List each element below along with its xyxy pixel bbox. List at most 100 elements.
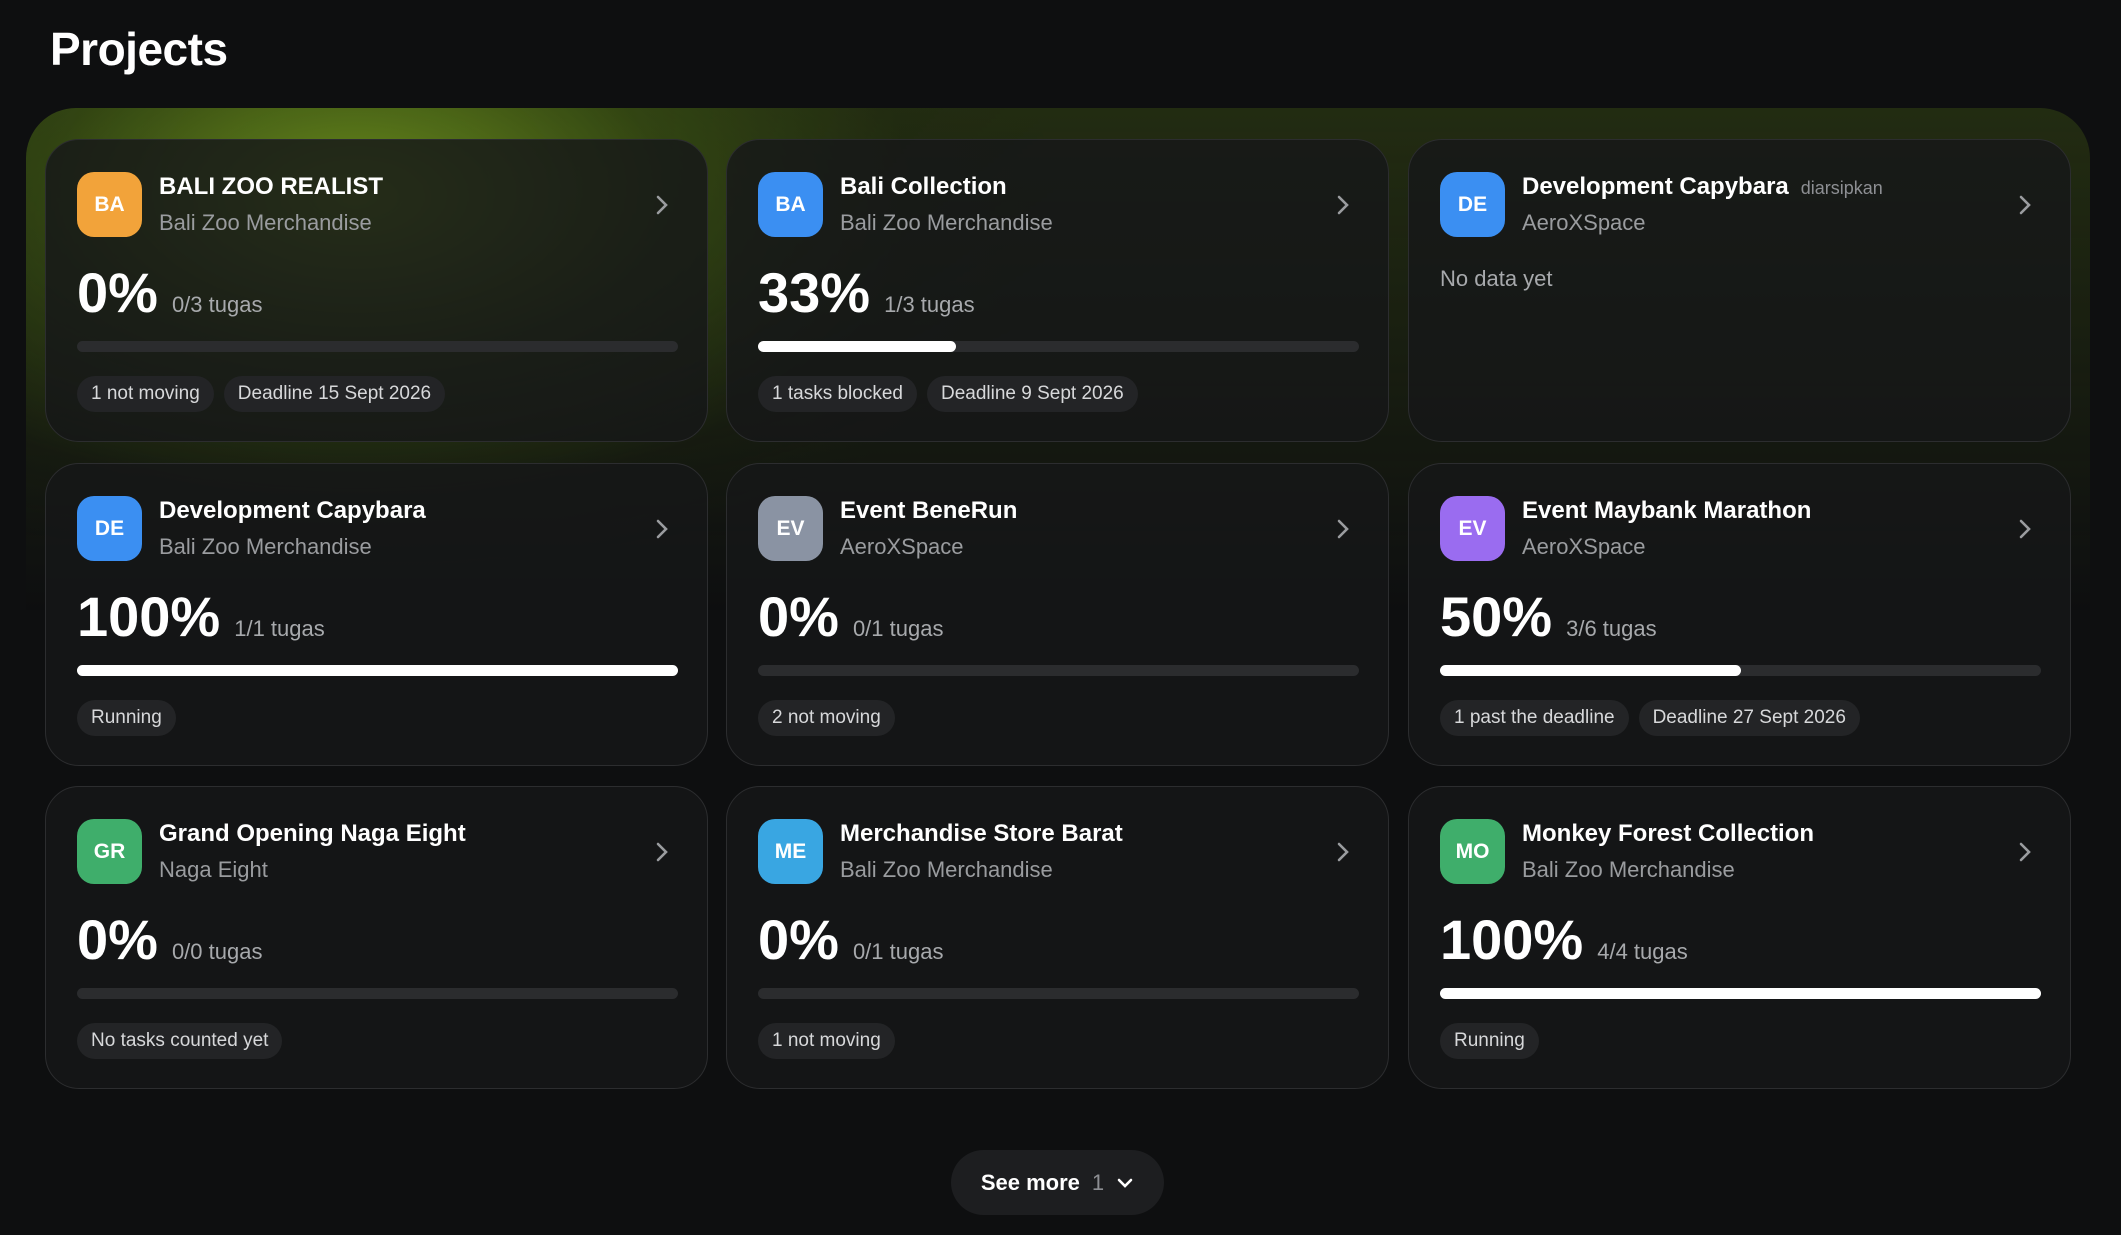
project-avatar: EV [1440,496,1505,561]
progress-percent: 100% 4/4 tugas [1440,907,1688,972]
project-name: BALI ZOO REALIST [159,173,383,201]
progress-fill [77,665,678,676]
progress-track [77,341,678,352]
progress-percent: 0% 0/3 tugas [77,260,262,325]
project-avatar: GR [77,819,142,884]
project-org: AeroXSpace [840,534,964,559]
status-badge: Deadline 27 Sept 2026 [1638,700,1860,736]
project-name: Event BeneRun [840,497,1017,525]
task-count: 0/0 tugas [171,939,263,964]
project-org: Bali Zoo Merchandise [840,210,1053,235]
status-badge: Running [1440,1023,1539,1059]
project-avatar: MO [1440,819,1505,884]
project-org: Bali Zoo Merchandise [840,857,1053,882]
project-avatar: BA [758,172,823,237]
progress-track [758,988,1359,999]
chevron-right [656,195,668,215]
progress-fill [1440,988,2041,999]
task-count: 1/3 tugas [884,292,975,317]
project-card[interactable]: EV Event BeneRun AeroXSpace 0% 0/1 tugas 2 no… [726,463,1389,766]
project-org: Bali Zoo Merchandise [159,210,372,235]
project-name-text: Grand Opening Naga Eight [159,820,466,847]
chevron-down [1117,1178,1133,1188]
project-card[interactable]: ME Merchandise Store Barat Bali Zoo Mercha… [726,786,1389,1089]
project-org: Bali Zoo Merchandise [1522,857,1735,882]
see-more-count: 1 [1091,1169,1105,1195]
project-card[interactable]: DE Development Capybara diarsipkan AeroXSpa… [1408,139,2071,442]
progress-fill [1440,665,1741,676]
see-more-button[interactable]: See more 1 [951,1150,1164,1215]
project-card[interactable]: DE Development Capybara Bali Zoo Merchandi… [45,463,708,766]
progress-track [758,665,1359,676]
archived-tag: diarsipkan [1800,178,1883,198]
progress-fill [758,341,957,352]
status-badge: 1 not moving [77,376,214,412]
project-name-text: Monkey Forest Collection [1522,820,1815,847]
chevron-right [656,519,668,539]
progress-track [77,665,678,676]
chevron-right [2019,842,2031,862]
badge-row: 1 past the deadline Deadline 27 Sept 2026 [1440,700,1860,736]
project-avatar: EV [758,496,823,561]
project-name: Event Maybank Marathon [1522,497,1811,525]
project-name-text: Development Capybara [159,497,426,524]
project-name: Development Capybara diarsipkan [1522,173,1883,201]
project-name-text: Development Capybara [1522,173,1789,200]
project-card[interactable]: EV Event Maybank Marathon AeroXSpace 50% 3/6… [1408,463,2071,766]
project-avatar: ME [758,819,823,884]
percent-label: 0% [758,585,839,648]
project-card[interactable]: GR Grand Opening Naga Eight Naga Eight 0% 0/… [45,786,708,1089]
project-name: Merchandise Store Barat [840,820,1123,848]
status-badge: 1 past the deadline [1440,700,1629,736]
percent-label: 33% [758,261,871,324]
progress-track [758,341,1359,352]
chevron-right [656,842,668,862]
project-name-text: BALI ZOO REALIST [159,173,383,200]
percent-label: 0% [77,261,158,324]
project-card[interactable]: MO Monkey Forest Collection Bali Zoo Merch… [1408,786,2071,1089]
task-count: 0/1 tugas [852,616,944,641]
badge-row: No tasks counted yet [77,1023,283,1059]
status-badge: 2 not moving [758,700,895,736]
task-count: 4/4 tugas [1597,939,1688,964]
chevron-right [2019,195,2031,215]
progress-track [77,988,678,999]
badge-row: Running [1440,1023,1539,1059]
project-card[interactable]: BA BALI ZOO REALIST Bali Zoo Merchandise 0%… [45,139,708,442]
project-name-text: Event BeneRun [840,497,1018,524]
project-org: AeroXSpace [1522,534,1646,559]
status-badge: 1 tasks blocked [758,376,917,412]
chevron-right [1337,195,1349,215]
badge-row: 2 not moving [758,700,895,736]
project-card[interactable]: BA Bali Collection Bali Zoo Merchandise 33%… [726,139,1389,442]
percent-label: 100% [77,585,221,648]
project-org: AeroXSpace [1522,210,1646,235]
percent-label: 50% [1440,585,1553,648]
task-count: 0/3 tugas [171,292,263,317]
page-title: Projects [50,23,228,75]
status-badge: No tasks counted yet [77,1023,283,1059]
progress-percent: 50% 3/6 tugas [1440,584,1657,649]
task-count: 3/6 tugas [1566,616,1657,641]
badge-row: 1 tasks blocked Deadline 9 Sept 2026 [758,376,1138,412]
progress-percent: 0% 0/1 tugas [758,584,943,649]
status-badge: Running [77,700,176,736]
project-name: Monkey Forest Collection [1522,820,1814,848]
percent-label: 0% [758,908,839,971]
task-count: 0/1 tugas [852,939,944,964]
progress-percent: 33% 1/3 tugas [758,260,975,325]
percent-label: 0% [77,908,158,971]
progress-track [1440,665,2041,676]
chevron-right [2019,519,2031,539]
project-org: Naga Eight [159,857,268,882]
empty-state: No data yet [1440,266,1553,291]
project-avatar: BA [77,172,142,237]
project-name-text: Bali Collection [840,173,1007,200]
badge-row: 1 not moving Deadline 15 Sept 2026 [77,376,446,412]
status-badge: Deadline 9 Sept 2026 [926,376,1138,412]
project-name-text: Merchandise Store Barat [840,820,1123,847]
progress-percent: 0% 0/1 tugas [758,907,943,972]
badge-row: 1 not moving [758,1023,895,1059]
task-count: 1/1 tugas [234,616,325,641]
status-badge: Deadline 15 Sept 2026 [223,376,446,412]
